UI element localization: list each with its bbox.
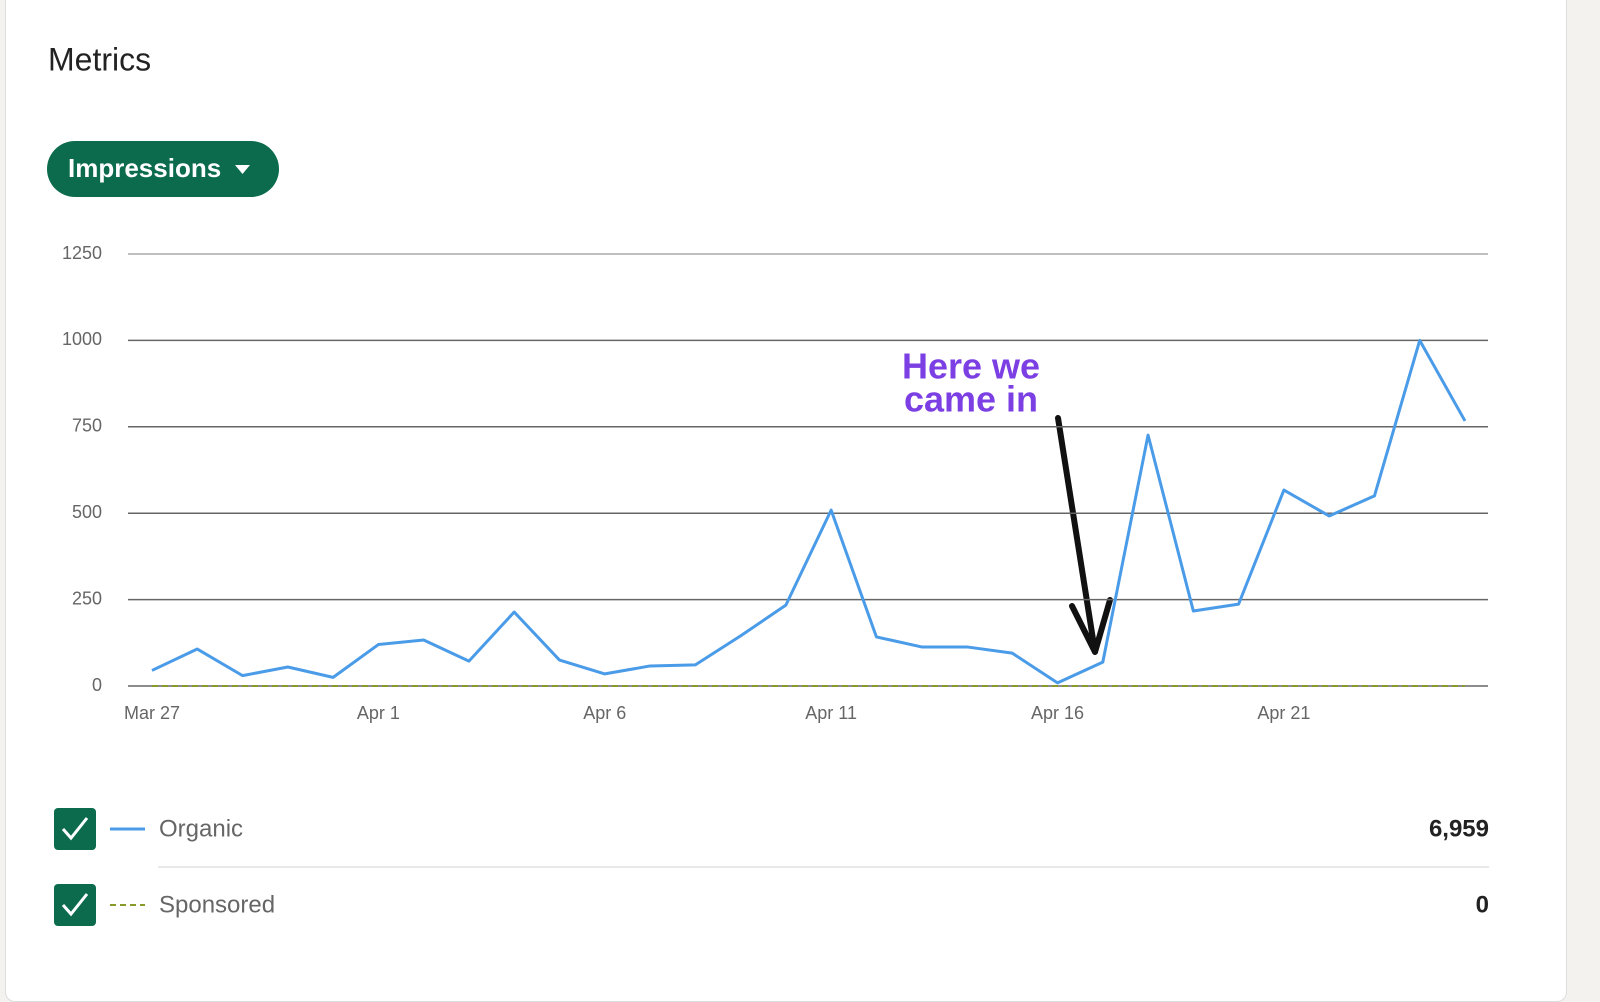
x-tick-label: Mar 27	[124, 703, 180, 723]
series-line	[151, 338, 1467, 685]
y-tick-label: 500	[72, 502, 102, 522]
x-tick-label: Apr 6	[583, 703, 626, 723]
legend-total: 0	[1476, 891, 1489, 918]
card-title: Metrics	[48, 41, 151, 77]
annotation-arrow	[1055, 415, 1113, 655]
x-tick-label: Apr 11	[805, 703, 857, 723]
legend-checkbox[interactable]	[54, 884, 96, 926]
annotation-text: came in	[904, 379, 1038, 420]
y-tick-label: 1250	[62, 243, 102, 263]
dropdown-caret[interactable]	[235, 165, 250, 174]
legend-label: Sponsored	[159, 891, 275, 918]
y-tick-label: 1000	[62, 329, 102, 349]
x-tick-label: Apr 1	[357, 703, 400, 723]
checkbox-check[interactable]	[61, 817, 89, 841]
x-tick-label: Apr 16	[1031, 703, 1084, 723]
y-tick-label: 250	[72, 588, 102, 608]
dropdown-label[interactable]: Impressions	[68, 153, 221, 183]
y-tick-label: 0	[92, 675, 102, 695]
annotation-text: Here we	[902, 346, 1040, 387]
metric-dropdown[interactable]: Impressions	[47, 141, 279, 197]
checkbox-check[interactable]	[61, 893, 89, 917]
legend-label: Organic	[159, 815, 243, 842]
x-tick-label: Apr 21	[1257, 703, 1310, 723]
legend-total: 6,959	[1429, 815, 1489, 842]
y-tick-label: 750	[72, 416, 102, 436]
legend-checkbox[interactable]	[54, 808, 96, 850]
dropdown-button[interactable]	[47, 141, 279, 197]
